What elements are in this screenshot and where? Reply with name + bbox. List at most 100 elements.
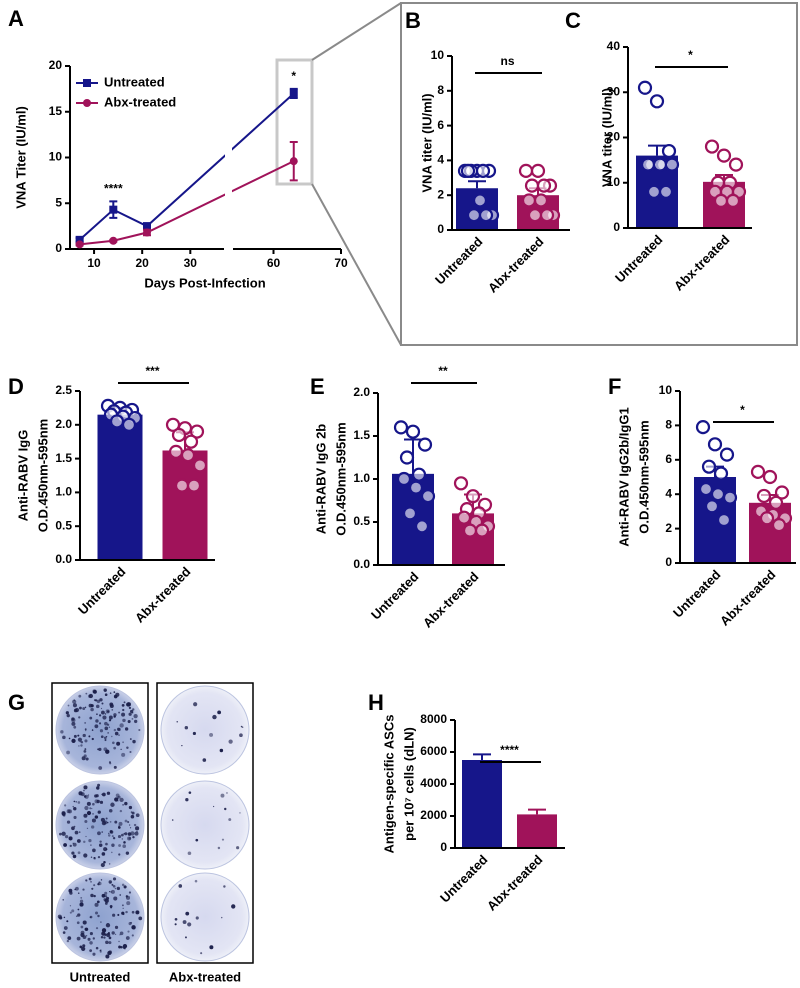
spot <box>223 885 226 888</box>
spot <box>109 881 112 884</box>
spot <box>83 789 85 792</box>
well-frame <box>51 682 149 964</box>
series-line <box>79 160 295 246</box>
spot <box>90 707 94 712</box>
spot <box>184 936 187 939</box>
y-tick-label: 15 <box>49 104 63 118</box>
spot <box>228 739 233 744</box>
data-point <box>710 487 726 502</box>
spot <box>112 913 116 917</box>
spot <box>134 719 138 724</box>
spot <box>113 691 116 693</box>
spot <box>185 798 189 802</box>
spot <box>73 807 77 811</box>
spot <box>101 831 104 833</box>
spot <box>72 854 77 859</box>
spot <box>117 834 122 839</box>
spot <box>133 823 137 827</box>
data-point <box>180 448 196 463</box>
spot <box>116 886 121 891</box>
spot <box>108 715 113 720</box>
spot <box>130 814 135 819</box>
data-point <box>756 488 772 504</box>
spot <box>118 711 121 714</box>
spot <box>126 746 129 749</box>
spot <box>101 710 105 715</box>
x-tick-label: Abx-treated <box>671 232 733 294</box>
spot <box>92 848 96 853</box>
spot <box>105 954 110 959</box>
spot <box>61 831 66 836</box>
spot <box>128 706 132 710</box>
spot <box>85 935 88 937</box>
spot <box>236 846 240 850</box>
legend-label: Abx-treated <box>104 94 176 109</box>
y-tick-label: 2.5 <box>55 383 72 397</box>
spot <box>95 927 99 930</box>
spot <box>71 851 75 855</box>
legend-marker <box>83 79 91 87</box>
spot <box>63 843 68 847</box>
spot <box>80 744 83 747</box>
bar <box>517 814 557 848</box>
data-point <box>192 458 208 473</box>
spot <box>91 729 94 731</box>
significance: * <box>740 403 745 417</box>
data-point <box>393 420 409 435</box>
significance: ** <box>438 364 448 378</box>
spot <box>118 945 122 949</box>
spot <box>98 714 102 717</box>
spot <box>108 950 113 955</box>
spot <box>104 739 107 742</box>
spot <box>111 883 114 886</box>
data-point <box>417 437 433 452</box>
spot <box>91 818 96 823</box>
spot <box>76 839 81 843</box>
legend-label: Untreated <box>104 74 165 89</box>
x-tick-label: Abx-treated <box>420 569 482 631</box>
spot <box>88 877 92 881</box>
y-tick-label: 0 <box>437 222 444 236</box>
spot <box>83 840 86 844</box>
spot <box>97 831 101 836</box>
spot <box>84 739 88 743</box>
y-axis-label: Anti-RABV IgG2b/IgG1 <box>616 407 631 546</box>
marker <box>289 89 298 98</box>
significance: * <box>688 48 693 62</box>
spot <box>89 916 91 918</box>
spot <box>112 836 116 840</box>
spot <box>187 851 192 856</box>
data-point <box>725 193 741 208</box>
spot <box>93 699 96 702</box>
spot <box>240 725 243 728</box>
spot <box>77 737 83 742</box>
spot <box>92 952 96 956</box>
spot <box>138 728 141 732</box>
spot <box>111 708 114 711</box>
spot <box>77 851 81 855</box>
spot <box>77 913 81 917</box>
bar <box>462 760 502 848</box>
spot <box>131 934 134 937</box>
spot <box>57 914 62 919</box>
data-point <box>465 489 481 504</box>
spot <box>64 834 69 839</box>
spot <box>100 707 103 710</box>
spot <box>123 885 127 889</box>
spot <box>69 905 72 907</box>
spot <box>78 791 83 796</box>
spot <box>123 833 125 835</box>
spot <box>131 717 134 720</box>
x-tick-label: Abx-treated <box>717 567 779 629</box>
spot <box>72 842 77 847</box>
spot <box>63 926 68 930</box>
spot <box>119 894 122 896</box>
spot <box>112 884 116 888</box>
y-tick-label: 0 <box>613 220 620 234</box>
data-point <box>405 424 421 439</box>
spot <box>77 801 81 804</box>
spot <box>96 799 100 804</box>
spot <box>100 921 102 923</box>
spot <box>109 830 113 833</box>
